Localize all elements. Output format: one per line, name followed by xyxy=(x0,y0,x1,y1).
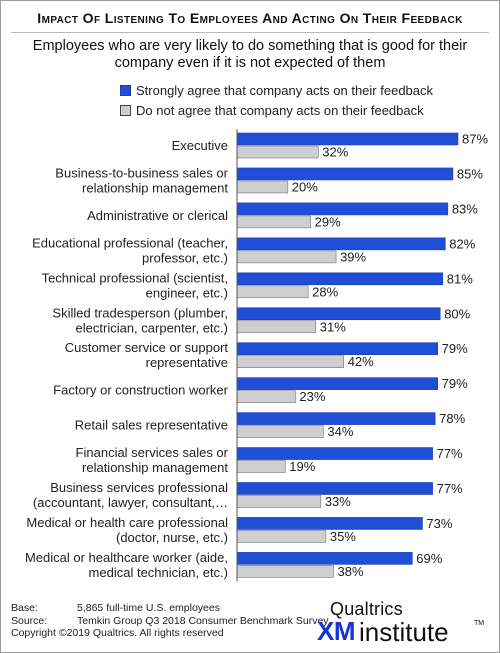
bar-agree xyxy=(236,342,438,356)
footer-base-value: 5,865 full-time U.S. employees xyxy=(77,602,220,614)
category-label: Educational professional (teacher, xyxy=(32,235,228,250)
bar-agree xyxy=(236,237,446,251)
category-label: Retail sales representative xyxy=(75,418,228,433)
category-label: Medical or healthcare worker (aide, xyxy=(25,550,228,565)
value-label-disagree: 38% xyxy=(338,564,364,579)
legend-item-disagree: Do not agree that company acts on their … xyxy=(120,101,433,121)
value-label-agree: 87% xyxy=(462,132,488,147)
category-label: Technical professional (scientist, xyxy=(42,270,228,285)
value-label-disagree: 31% xyxy=(320,319,346,334)
footer-source: Source: Temkin Group Q3 2018 Consumer Ben… xyxy=(11,615,329,628)
bar-disagree xyxy=(236,460,286,473)
category-label: Medical or health care professional xyxy=(26,515,228,530)
value-label-disagree: 28% xyxy=(312,284,338,299)
value-label-agree: 85% xyxy=(457,166,483,181)
footer-source-value: Temkin Group Q3 2018 Consumer Benchmark … xyxy=(77,614,329,627)
brand-institute: institute xyxy=(359,617,449,647)
legend: Strongly agree that company acts on thei… xyxy=(120,81,433,121)
value-label-agree: 82% xyxy=(449,236,475,251)
chart-title: Impact Of Listening To Employees And Act… xyxy=(11,8,489,33)
bar-disagree xyxy=(236,565,334,578)
category-label: Business-to-business sales or xyxy=(55,165,228,180)
bar-agree xyxy=(236,517,423,530)
value-label-disagree: 34% xyxy=(327,424,353,439)
value-label-disagree: 42% xyxy=(348,354,374,369)
legend-swatch-disagree xyxy=(120,105,131,117)
bar-disagree xyxy=(236,355,344,369)
legend-item-agree: Strongly agree that company acts on thei… xyxy=(120,81,433,101)
value-label-disagree: 32% xyxy=(322,145,348,160)
category-label: (accountant, lawyer, consultant,… xyxy=(33,495,228,510)
bar-disagree xyxy=(236,320,317,334)
category-label: relationship management xyxy=(82,180,228,195)
bar-disagree xyxy=(236,285,309,299)
value-label-disagree: 39% xyxy=(340,249,366,264)
category-label: Administrative or clerical xyxy=(87,208,228,223)
footer-base: Base: 5,865 full-time U.S. employees xyxy=(11,602,329,615)
bar-disagree xyxy=(236,180,289,194)
bar-disagree xyxy=(236,425,324,438)
legend-swatch-agree xyxy=(120,85,131,97)
category-label: engineer, etc.) xyxy=(146,285,228,300)
bar-agree xyxy=(236,307,441,321)
footer-copyright: Copyright ©2019 Qualtrics. All rights re… xyxy=(11,627,224,639)
bar-agree xyxy=(236,272,444,286)
category-label: Business services professional xyxy=(50,480,228,495)
bar-chart: Executive 87% 32% Business-to-business sale… xyxy=(25,129,488,582)
value-label-agree: 81% xyxy=(447,271,473,286)
category-label: Customer service or support xyxy=(65,340,229,355)
legend-label-disagree: Do not agree that company acts on their … xyxy=(136,103,424,118)
footer-base-label: Base: xyxy=(11,602,38,614)
footer-source-label: Source: xyxy=(11,614,48,627)
bar-disagree xyxy=(236,390,296,403)
value-label-agree: 77% xyxy=(437,446,463,461)
value-label-agree: 83% xyxy=(452,201,478,216)
category-label: representative xyxy=(146,355,228,370)
value-label-disagree: 33% xyxy=(325,494,351,509)
bar-agree xyxy=(236,202,449,216)
value-label-disagree: 29% xyxy=(315,214,341,229)
value-label-disagree: 35% xyxy=(330,529,356,544)
brand-xm: XM xyxy=(317,616,356,646)
category-label: Financial services sales or xyxy=(76,445,229,460)
qualtrics-xm-institute-logo: Qualtrics XM institute TM xyxy=(314,599,489,649)
category-label: (doctor, nurse, etc.) xyxy=(116,530,228,545)
bar-agree xyxy=(236,482,433,495)
value-label-agree: 69% xyxy=(416,551,442,566)
bar-disagree xyxy=(236,530,327,543)
bar-disagree xyxy=(236,250,337,264)
brand-tm: TM xyxy=(474,620,485,627)
value-label-agree: 79% xyxy=(442,376,468,391)
value-label-disagree: 23% xyxy=(299,389,325,404)
value-label-disagree: 20% xyxy=(292,179,318,194)
category-label: electrician, carpenter, etc.) xyxy=(76,320,228,335)
value-label-agree: 80% xyxy=(444,306,470,321)
bar-disagree xyxy=(236,215,311,229)
bar-agree xyxy=(236,377,438,390)
value-label-disagree: 19% xyxy=(289,459,315,474)
brand-name: Qualtrics xyxy=(330,599,403,619)
category-label: relationship management xyxy=(82,460,228,475)
value-label-agree: 79% xyxy=(442,341,468,356)
bar-agree xyxy=(236,447,433,460)
bar-agree xyxy=(236,132,459,146)
footer-meta: Base: 5,865 full-time U.S. employees Sour… xyxy=(11,602,329,640)
bar-disagree xyxy=(236,145,319,159)
category-label: medical technician, etc.) xyxy=(89,565,228,580)
legend-label-agree: Strongly agree that company acts on thei… xyxy=(136,83,434,98)
category-label: Factory or construction worker xyxy=(53,383,229,398)
category-label: Skilled tradesperson (plumber, xyxy=(52,305,228,320)
category-label: Executive xyxy=(172,138,228,153)
chart-subtitle: Employees who are very likely to do some… xyxy=(32,38,468,71)
bar-agree xyxy=(236,552,413,565)
bar-agree xyxy=(236,412,436,425)
value-label-agree: 73% xyxy=(426,516,452,531)
bar-agree xyxy=(236,167,454,181)
value-label-agree: 78% xyxy=(439,411,465,426)
category-label: professor, etc.) xyxy=(142,250,228,265)
value-label-agree: 77% xyxy=(437,481,463,496)
bar-disagree xyxy=(236,495,322,508)
